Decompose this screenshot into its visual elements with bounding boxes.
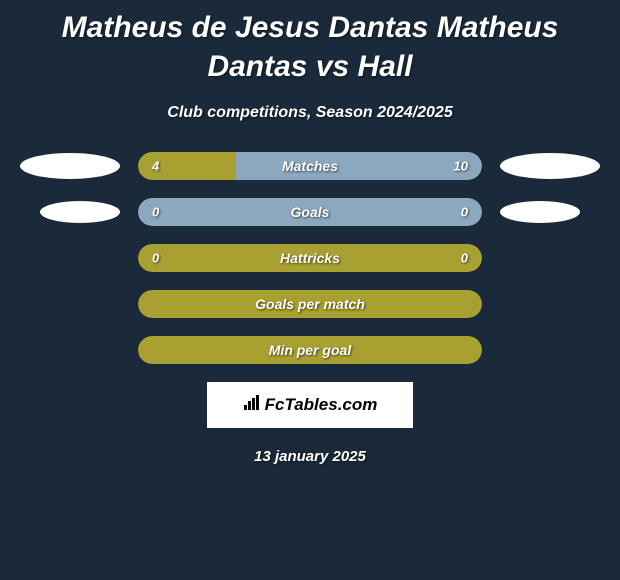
stat-label: Min per goal — [138, 342, 482, 358]
team-badge-left — [20, 153, 120, 179]
logo-box: FcTables.com — [207, 382, 413, 428]
date-label: 13 january 2025 — [0, 448, 620, 465]
stat-bar: Min per goal — [138, 336, 482, 364]
team-badge-right — [500, 201, 580, 223]
stat-row: Goals per match — [0, 290, 620, 318]
stat-bar: 00Goals — [138, 198, 482, 226]
bar-chart-icon — [243, 395, 261, 416]
stat-bar: 410Matches — [138, 152, 482, 180]
stat-label: Matches — [138, 158, 482, 174]
stat-row: 00Goals — [0, 198, 620, 226]
stat-row: Min per goal — [0, 336, 620, 364]
logo-text: FcTables.com — [265, 395, 378, 415]
page-title: Matheus de Jesus Dantas Matheus Dantas v… — [0, 0, 620, 86]
stat-row: 410Matches — [0, 152, 620, 180]
stat-label: Goals per match — [138, 296, 482, 312]
logo: FcTables.com — [243, 395, 378, 416]
stat-label: Hattricks — [138, 250, 482, 266]
stat-label: Goals — [138, 204, 482, 220]
team-badge-right — [500, 153, 600, 179]
team-badge-left — [40, 201, 120, 223]
subtitle: Club competitions, Season 2024/2025 — [0, 104, 620, 122]
stat-bar: 00Hattricks — [138, 244, 482, 272]
stat-row: 00Hattricks — [0, 244, 620, 272]
stats-area: 410Matches 00Goals 00Hattricks Goals per ma… — [0, 152, 620, 364]
stat-bar: Goals per match — [138, 290, 482, 318]
